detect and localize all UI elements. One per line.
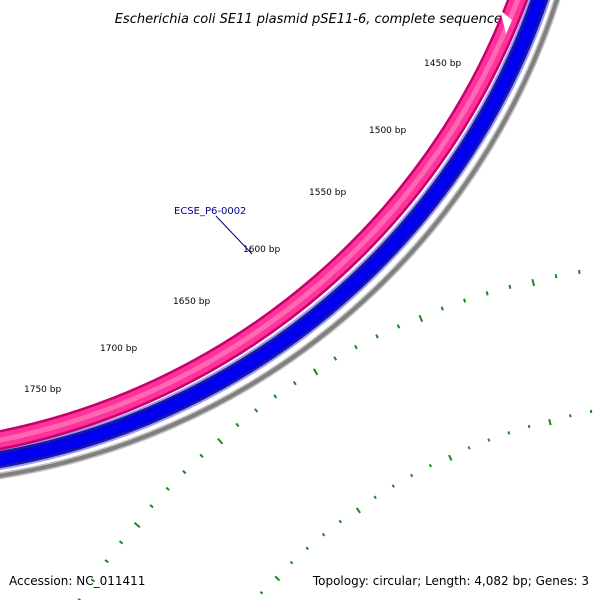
tick-mark (305, 546, 310, 551)
tick-mark (463, 298, 467, 303)
tick-mark (396, 324, 401, 329)
tick-mark (578, 269, 581, 275)
tick-mark (355, 507, 361, 514)
tick-mark (418, 314, 424, 323)
tick-mark (487, 438, 491, 442)
bp-label: 1450 bp (424, 59, 461, 69)
bp-label-group: 1450 bp 1500 bp 1550 bp 1600 bp 1650 bp … (24, 59, 461, 395)
tick-mark (448, 454, 453, 461)
tick-mark (333, 356, 338, 361)
tick-mark (182, 469, 187, 475)
gene-arrow-notch (500, 10, 512, 34)
bp-label: 1750 bp (24, 385, 61, 395)
tick-mark (373, 495, 377, 500)
inner-tick-ring (77, 269, 581, 600)
tick-mark (90, 578, 96, 583)
bp-label: 1600 bp (243, 245, 280, 255)
tick-mark (508, 284, 512, 290)
tick-mark (375, 334, 379, 339)
tick-mark (440, 306, 444, 311)
bp-label: 1650 bp (173, 297, 210, 307)
tick-mark (217, 437, 224, 445)
tick-mark (165, 486, 170, 491)
genome-summary: Topology: circular; Length: 4,082 bp; Ge… (312, 574, 589, 588)
tick-mark (338, 519, 343, 524)
bp-label: 1500 bp (369, 126, 406, 136)
tick-mark (428, 463, 433, 468)
tick-mark (589, 409, 593, 414)
tick-mark (554, 273, 558, 279)
tick-mark (133, 521, 141, 528)
tick-mark (531, 278, 535, 287)
tick-mark (254, 408, 259, 413)
feature-label[interactable]: ECSE_P6-0002 (174, 206, 246, 217)
tick-mark (548, 419, 552, 426)
tick-mark (467, 446, 471, 450)
tick-mark (199, 453, 204, 458)
tick-mark (274, 575, 281, 582)
tick-mark (104, 559, 109, 564)
tick-mark (507, 431, 511, 435)
tick-mark (527, 424, 531, 429)
tick-mark (259, 590, 264, 595)
feature-leader-line (215, 215, 253, 255)
bp-label: 1700 bp (100, 344, 137, 354)
tick-mark (354, 344, 358, 350)
tick-mark (289, 560, 294, 565)
tick-mark (77, 598, 82, 600)
tick-mark (485, 291, 489, 296)
tick-mark (235, 422, 240, 428)
accession-text: Accession: NC_011411 (9, 574, 146, 588)
cds-track[interactable] (0, 0, 551, 471)
outer-tick-ring (259, 409, 593, 595)
tick-mark (312, 368, 319, 376)
tick-mark (118, 540, 124, 545)
tick-mark (321, 532, 326, 537)
gene-track[interactable] (0, 0, 529, 451)
tick-mark (149, 504, 154, 509)
backbone-ring (0, 0, 561, 480)
tick-mark (292, 380, 297, 386)
tick-mark (568, 414, 572, 418)
tick-mark (273, 394, 278, 399)
bp-label: 1550 bp (309, 188, 346, 198)
map-title: Escherichia coli SE11 plasmid pSE11-6, c… (115, 12, 502, 27)
tick-mark (410, 473, 414, 478)
tick-mark (391, 484, 395, 488)
